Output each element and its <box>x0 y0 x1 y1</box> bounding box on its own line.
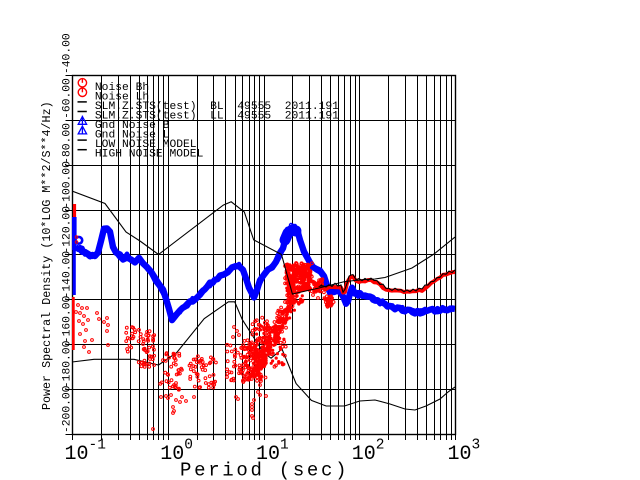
svg-text:2: 2 <box>376 438 385 454</box>
svg-text:-80.00: -80.00 <box>62 123 74 164</box>
svg-text:-60.00: -60.00 <box>62 78 74 119</box>
svg-text:10: 10 <box>256 443 280 466</box>
svg-text:-200.00: -200.00 <box>62 385 74 433</box>
svg-text:10: 10 <box>352 443 376 466</box>
svg-text:LOW NOISE MODEL: LOW NOISE MODEL <box>95 139 197 151</box>
svg-text:-1: -1 <box>89 438 106 454</box>
svg-text:Noise Bh: Noise Bh <box>95 82 149 94</box>
svg-text:HIGH NOISE MODEL: HIGH NOISE MODEL <box>95 149 204 161</box>
svg-text:-120.00: -120.00 <box>62 206 74 254</box>
svg-text:10: 10 <box>448 443 472 466</box>
svg-text:1: 1 <box>280 438 289 454</box>
svg-text:SLM.Z.STS(test) BL 49555 20: SLM.Z.STS(test) BL 49555 2011.191 <box>95 101 339 113</box>
svg-text:3: 3 <box>472 438 481 454</box>
svg-text:Power Spectral Density (10*LOG: Power Spectral Density (10*LOG M**2/S**4… <box>40 101 54 410</box>
svg-text:Period (sec): Period (sec) <box>180 460 349 480</box>
svg-text:0: 0 <box>184 438 193 454</box>
svg-text:-160.00: -160.00 <box>62 296 74 344</box>
svg-text:10: 10 <box>160 443 184 466</box>
svg-text:Gnd Noise L: Gnd Noise L <box>95 130 170 142</box>
svg-text:-140.00: -140.00 <box>62 251 74 299</box>
svg-text:-180.00: -180.00 <box>62 340 74 388</box>
svg-text:-100.00: -100.00 <box>62 161 74 209</box>
svg-text:10: 10 <box>65 443 89 466</box>
svg-text:Noise Lh: Noise Lh <box>95 91 149 103</box>
svg-text:SLM.Z.STS(test) LL 49555 20: SLM.Z.STS(test) LL 49555 2011.191 <box>95 110 339 122</box>
svg-text:Gnd Noise B: Gnd Noise B <box>95 120 170 132</box>
svg-text:-40.00: -40.00 <box>62 33 74 74</box>
